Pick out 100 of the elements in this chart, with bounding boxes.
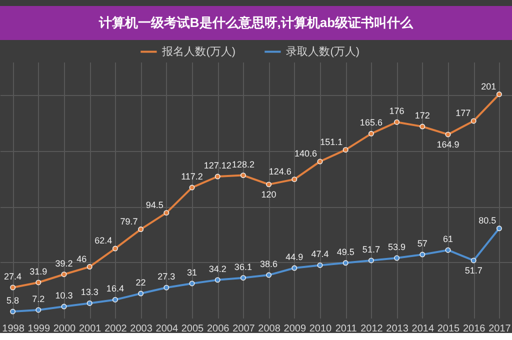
data-label: 124.6 [268,166,292,176]
point [496,226,502,232]
point [61,272,67,278]
x-tick-label: 2011 [335,324,358,334]
x-tick-label: 2015 [437,324,460,334]
point [445,247,451,253]
point [342,147,348,153]
point [164,210,170,216]
x-tick-label: 2002 [104,324,128,334]
x-tick-label: 2010 [309,324,332,334]
x-tick-label: 1999 [28,324,50,334]
data-label: 177 [456,108,471,118]
x-tick-label: 2006 [206,324,230,334]
point [394,119,400,125]
data-label: 120 [261,189,276,200]
x-tick-label: 2003 [130,324,153,334]
point [496,92,502,98]
x-tick-label: 2013 [386,324,409,334]
x-tick-label: 2008 [258,324,281,334]
data-label: 10.3 [55,290,73,301]
data-label: 140.6 [294,148,317,159]
data-label: 128.2 [232,159,254,170]
data-label: 57 [417,238,428,249]
data-label: 61 [442,234,454,244]
data-label: 39.2 [55,258,73,268]
x-tick-label: 2017 [488,324,512,334]
data-label: 151.1 [320,136,343,147]
data-label: 22 [136,278,146,288]
point [214,174,220,180]
x-tick-label: 2016 [462,324,486,334]
point [317,158,323,164]
point [112,246,118,252]
legend-label: 报名人数(万人) [161,46,236,58]
x-tick-label: 1998 [2,324,25,334]
point [470,258,476,264]
data-label: 44.9 [286,252,304,262]
point [420,124,426,130]
data-label: 27.4 [4,272,22,282]
data-label: 51.7 [362,244,380,254]
x-tick-label: 2000 [53,324,76,334]
chart-title: 计算机一级考试B是什么意思呀,计算机ab级证书叫什么 [98,15,414,30]
point [214,277,220,283]
data-label: 34.2 [208,264,226,274]
point [420,252,426,258]
x-tick-label: 2005 [181,324,204,334]
point [112,297,118,302]
data-label: 62.4 [94,236,112,246]
data-label: 36.1 [234,262,252,272]
data-label: 80.5 [478,215,496,226]
data-label: 47.4 [311,249,329,260]
point [61,304,67,310]
data-label: 5.8 [6,296,20,306]
data-label: 164.9 [436,139,460,150]
data-label: 49.5 [336,246,354,257]
data-label: 53.9 [388,242,406,252]
x-tick-label: 2001 [78,324,102,334]
point [292,265,298,271]
data-label: 176 [389,106,404,116]
data-label: 172 [414,110,430,121]
point [368,258,374,264]
data-label: 51.7 [464,265,482,276]
point [138,290,144,296]
x-tick-label: 2007 [232,324,256,334]
point [342,260,348,266]
point [266,182,272,188]
point [445,132,451,138]
data-label: 27.3 [158,272,176,282]
point [240,172,246,178]
x-tick-label: 2009 [284,324,306,334]
point [317,262,323,268]
data-label: 7.2 [32,294,45,304]
x-tick-label: 2004 [156,324,178,334]
point [36,280,42,286]
data-label: 38.6 [260,259,278,270]
x-tick-label: 2014 [412,324,434,334]
point [189,184,195,190]
point [189,280,195,286]
data-label: 79.7 [120,216,138,226]
data-label: 165.6 [360,118,382,128]
point [138,226,144,232]
point [266,272,272,278]
data-label: 31.9 [30,266,48,276]
data-label: 117.2 [181,172,203,182]
x-tick-label: 2012 [360,324,384,334]
data-label: 13.3 [80,287,98,298]
point [470,118,476,124]
point [164,284,170,290]
point [292,176,298,182]
point [10,308,16,314]
data-label: 94.5 [146,200,164,210]
point [86,264,92,270]
point [10,284,16,290]
point [36,307,42,313]
legend-label: 录取人数(万人) [286,46,360,58]
data-label: 127.12 [204,160,232,171]
data-label: 201 [481,81,496,92]
point [240,275,246,281]
point [368,130,374,136]
point [86,300,92,306]
point [394,255,400,261]
